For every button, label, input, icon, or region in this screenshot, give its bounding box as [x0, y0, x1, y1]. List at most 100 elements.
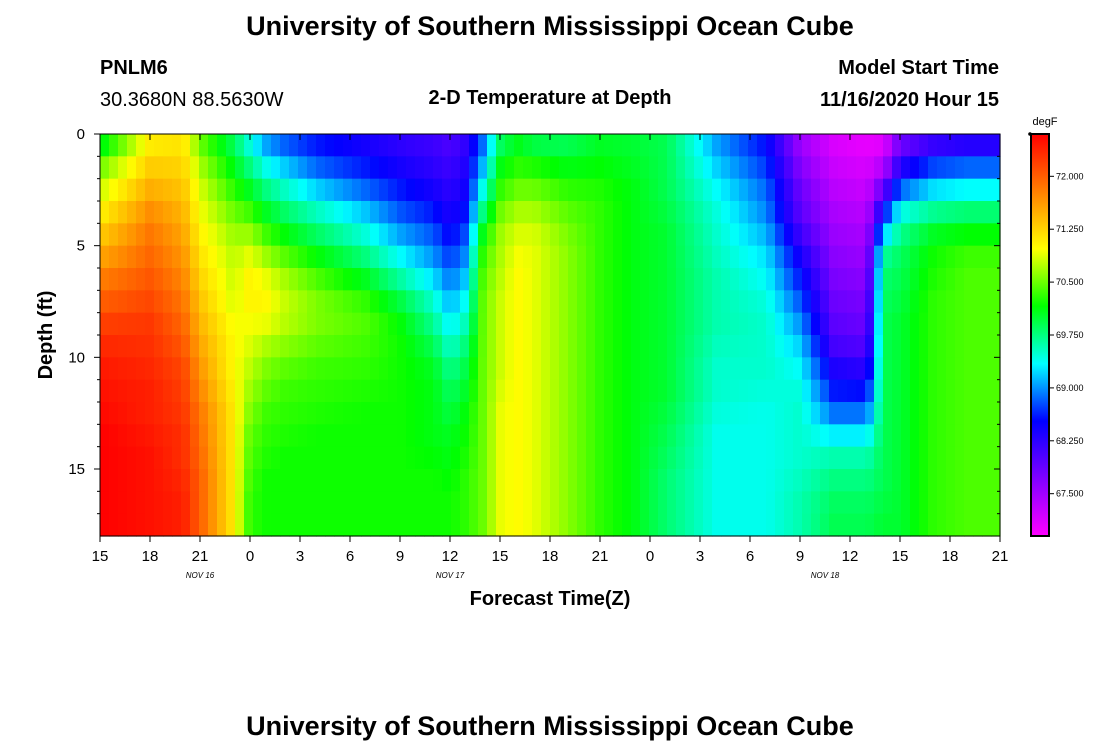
heatmap-cell [865, 134, 875, 157]
heatmap-cell [568, 379, 578, 403]
heatmap-cell [541, 446, 551, 470]
heatmap-cell [928, 446, 938, 470]
heatmap-cell [559, 312, 569, 336]
heatmap-cell [145, 491, 155, 515]
heatmap-cell [856, 513, 866, 537]
heatmap-cell [703, 290, 713, 314]
heatmap-cell [937, 223, 947, 247]
heatmap-cell [793, 134, 803, 157]
heatmap-cell [955, 513, 965, 537]
heatmap-cell [343, 134, 353, 157]
heatmap-cell [775, 134, 785, 157]
heatmap-cell [676, 178, 686, 202]
heatmap-cell [433, 312, 443, 336]
heatmap-cell [262, 134, 272, 157]
heatmap-cell [136, 290, 146, 314]
heatmap-cell [748, 513, 758, 537]
heatmap-cell [964, 134, 974, 157]
heatmap-cell [514, 357, 524, 381]
heatmap-cell [145, 268, 155, 291]
heatmap-cell [442, 446, 452, 470]
heatmap-cell [595, 156, 605, 180]
heatmap-cell [280, 134, 290, 157]
heatmap-cell [181, 491, 191, 515]
heatmap-cell [820, 424, 830, 448]
heatmap-cell [874, 268, 884, 291]
heatmap-cell [415, 178, 425, 202]
heatmap-cell [244, 513, 254, 537]
heatmap-cell [712, 156, 722, 180]
heatmap-cell [343, 335, 353, 358]
heatmap-cell [658, 513, 668, 537]
heatmap-cell [307, 379, 317, 403]
heatmap-cell [919, 446, 929, 470]
heatmap-cell [442, 290, 452, 314]
heatmap-cell [523, 201, 533, 224]
heatmap-cell [667, 178, 677, 202]
heatmap-cell [541, 134, 551, 157]
heatmap-cell [739, 446, 749, 470]
heatmap-cell [829, 424, 839, 448]
heatmap-cell [271, 513, 281, 537]
heatmap-cell [649, 201, 659, 224]
heatmap-cell [775, 491, 785, 515]
heatmap-cell [703, 201, 713, 224]
heatmap-cell [127, 402, 137, 425]
heatmap-cell [919, 268, 929, 291]
heatmap-cell [532, 201, 542, 224]
heatmap-cell [550, 156, 560, 180]
heatmap-cell [604, 379, 614, 403]
heatmap-cell [658, 469, 668, 492]
heatmap-cell [748, 223, 758, 247]
heatmap-cell [712, 379, 722, 403]
heatmap-cell [550, 312, 560, 336]
heatmap-cell [721, 223, 731, 247]
heatmap-cell [271, 357, 281, 381]
heatmap-cell [622, 379, 632, 403]
heatmap-cell [793, 424, 803, 448]
heatmap-cell [883, 290, 893, 314]
heatmap-cell [451, 156, 461, 180]
heatmap-cell [955, 268, 965, 291]
heatmap-cell [469, 156, 479, 180]
heatmap-cell [694, 513, 704, 537]
heatmap-cell [937, 379, 947, 403]
heatmap-cell [199, 469, 209, 492]
heatmap-cell [100, 245, 110, 269]
heatmap-cell [424, 513, 434, 537]
heatmap-cell [721, 446, 731, 470]
heatmap-cell [910, 312, 920, 336]
heatmap-cell [532, 335, 542, 358]
heatmap-cell [937, 402, 947, 425]
heatmap-cell [208, 513, 218, 537]
heatmap-cell [838, 424, 848, 448]
heatmap-cell [361, 245, 371, 269]
heatmap-cell [631, 357, 641, 381]
heatmap-cell [622, 357, 632, 381]
heatmap-cell [712, 268, 722, 291]
heatmap-cell [154, 424, 164, 448]
heatmap-cell [190, 134, 200, 157]
heatmap-cell [514, 178, 524, 202]
heatmap-cell [181, 201, 191, 224]
heatmap-cell [793, 357, 803, 381]
heatmap-cell [496, 156, 506, 180]
heatmap-cell [370, 513, 380, 537]
heatmap-cell [784, 513, 794, 537]
heatmap-cell [541, 469, 551, 492]
colorbar-unit: degF [1032, 116, 1057, 128]
heatmap-cell [676, 290, 686, 314]
heatmap-cell [199, 312, 209, 336]
heatmap-cell [973, 424, 983, 448]
heatmap-cell [757, 513, 767, 537]
heatmap-cell [361, 335, 371, 358]
heatmap-cell [352, 424, 362, 448]
heatmap-cell [478, 491, 488, 515]
heatmap-cell [793, 178, 803, 202]
heatmap-cell [253, 201, 263, 224]
heatmap-cell [946, 312, 956, 336]
heatmap-cell [343, 156, 353, 180]
heatmap-cell [568, 201, 578, 224]
heatmap-cell [397, 379, 407, 403]
heatmap-cell [298, 156, 308, 180]
